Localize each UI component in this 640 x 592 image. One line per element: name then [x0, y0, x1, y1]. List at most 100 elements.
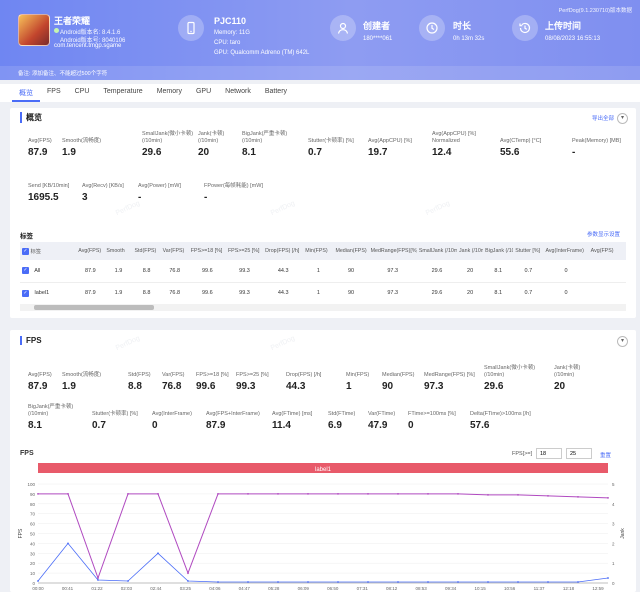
- tab-fps[interactable]: FPS: [47, 88, 61, 95]
- metric-block: Avg(FPS+InterFrame) 87.9: [206, 411, 260, 431]
- table-header[interactable]: Avg(FPS): [76, 242, 105, 260]
- tab-network[interactable]: Network: [225, 88, 251, 95]
- metric-block: Std(FTime) 6.9: [328, 411, 355, 431]
- x-tick-label: 07:31: [357, 586, 369, 591]
- tab-memory[interactable]: Memory: [156, 88, 182, 95]
- metric-label: Drop(FPS) [/h]: [286, 372, 322, 378]
- series-point: [367, 581, 369, 583]
- metric-block: Delta(FTime)>100ms [/h] 57.6: [470, 411, 531, 431]
- tab-bar: 概览 FPS CPU Temperature Memory GPU Networ…: [0, 84, 640, 102]
- fps-collapse-icon[interactable]: ▾: [617, 336, 628, 347]
- fps-chart: label1 0 10 20 30 40 50 60 70 80 90 100 0 1 2 3 4 5 FPS Jan…: [18, 463, 626, 591]
- tab-cpu[interactable]: CPU: [74, 88, 90, 95]
- metric-value: 87.9: [28, 381, 48, 392]
- table-header[interactable]: Avg(InterFrame): [543, 242, 589, 260]
- metric-label: SmallJank(微小卡顿) (/10min): [484, 365, 536, 378]
- table-header[interactable]: Smooth: [104, 242, 133, 260]
- series-point: [397, 581, 399, 583]
- reset-link[interactable]: 重置: [600, 453, 612, 459]
- series-point: [127, 493, 129, 495]
- table-header[interactable]: SmallJank (/10min): [416, 242, 458, 260]
- metric-label: Smooth(流畅度): [62, 372, 102, 378]
- row-checkbox[interactable]: ✓: [22, 267, 29, 275]
- series-point: [67, 493, 69, 495]
- table-cell: 0.7: [513, 282, 544, 305]
- series-point: [607, 577, 609, 579]
- y2-tick-label: 0: [612, 581, 615, 586]
- series-point: [217, 493, 219, 495]
- table-header[interactable]: Stutter [%]: [513, 242, 544, 260]
- series-point: [307, 493, 309, 495]
- metric-value: 29.6: [142, 147, 162, 158]
- series-line: [38, 493, 609, 580]
- metric-block: Avg(AppCPU) [%] 19.7: [368, 138, 412, 158]
- table-row[interactable]: ✓ All 87.9 1.9 8.8 76.8 99.6 99.3 44.3 1 90 97.3 29…: [20, 260, 626, 283]
- app-name: 王者荣耀: [54, 16, 91, 26]
- export-all-link[interactable]: 导出全部: [591, 116, 614, 122]
- table-header[interactable]: Var(FPS): [160, 242, 189, 260]
- scrollbar-thumb[interactable]: [34, 305, 154, 310]
- table-header[interactable]: FPS>=25 [%]: [225, 242, 264, 260]
- series-point: [487, 581, 489, 583]
- table-header[interactable]: Drop(FPS) [/h]: [263, 242, 304, 260]
- x-tick-label: 06:50: [327, 586, 339, 591]
- metric-value: 1.9: [62, 381, 76, 392]
- x-tick-label: 12:18: [563, 586, 575, 591]
- param-settings-link[interactable]: 参数显示设置: [586, 232, 620, 238]
- select-all-checkbox[interactable]: ✓: [22, 248, 29, 256]
- threshold-label: FPS[>=]: [512, 451, 533, 457]
- table-header[interactable]: Avg(FPS): [588, 242, 626, 260]
- y-tick-label: 30: [30, 551, 36, 556]
- metric-label: Std(FTime): [328, 411, 356, 417]
- table-cell: 97.3: [368, 260, 417, 283]
- metric-block: Std(FPS) 8.8: [128, 372, 151, 392]
- table-header[interactable]: Median(FPS): [333, 242, 369, 260]
- android-version: Android版本名: 8.4.1.6: [60, 30, 121, 36]
- row-checkbox[interactable]: ✓: [22, 289, 29, 297]
- tab-temperature[interactable]: Temperature: [103, 88, 143, 95]
- table-header[interactable]: BigJank (/10min): [483, 242, 514, 260]
- series-point: [37, 493, 39, 495]
- metric-block: Send [KB/10min] 1695.5: [28, 183, 69, 203]
- table-header[interactable]: ✓ 标签: [20, 242, 77, 260]
- metric-block: Avg(Recv) [KB/s] 3: [82, 183, 124, 203]
- metric-label: BigJank(严重卡顿) (/10min): [242, 131, 288, 144]
- table-cell: 8.1: [483, 282, 514, 305]
- table-header[interactable]: FPS>=18 [%]: [188, 242, 226, 260]
- table-header[interactable]: MedRange(FPS)[%]: [368, 242, 417, 260]
- device-memory: Memory: 11G: [214, 30, 250, 36]
- table-header[interactable]: Jank (/10min): [457, 242, 484, 260]
- table-cell: 44.3: [263, 260, 304, 283]
- package-name: com.tencent.tmgp.sgame: [54, 43, 122, 49]
- metric-block: Avg(Power) [mW] -: [138, 183, 181, 203]
- tag-name: All: [33, 268, 41, 275]
- tab-gpu[interactable]: GPU: [195, 88, 212, 95]
- table-header[interactable]: Std(FPS): [132, 242, 161, 260]
- x-tick-label: 08:12: [386, 586, 398, 591]
- y-tick-label: 60: [30, 522, 36, 527]
- metric-value: 99.3: [236, 381, 256, 392]
- metric-value: 6.9: [328, 420, 342, 431]
- table-scrollbar[interactable]: [20, 304, 626, 311]
- metric-value: 44.3: [286, 381, 306, 392]
- collapse-icon[interactable]: ▾: [617, 113, 628, 124]
- table-cell: 1.9: [104, 260, 133, 283]
- metric-value: 1: [346, 381, 352, 392]
- series-point: [487, 493, 489, 496]
- table-cell: 1: [303, 260, 334, 283]
- tab-overview[interactable]: 概览: [12, 84, 40, 102]
- threshold-input-a[interactable]: [536, 448, 562, 459]
- tab-battery[interactable]: Battery: [264, 88, 288, 95]
- version-note: PerfDog(9.1.230710)版本数据: [558, 8, 632, 14]
- metric-value: 29.6: [484, 381, 504, 392]
- series-point: [157, 493, 159, 495]
- report-header: 王者荣耀 Android版本名: 8.4.1.6 Android版本号: 804…: [0, 0, 640, 80]
- metric-label: Peak(Memory) [MB]: [572, 138, 621, 144]
- y2-tick-label: 2: [612, 541, 615, 546]
- table-row[interactable]: ✓ label1 87.9 1.9 8.8 76.8 99.6 99.3 44.3 1 90 97.…: [20, 282, 626, 305]
- remark-field[interactable]: 备注: 添加备注、不能超过500个字符: [0, 66, 640, 80]
- metric-block: FPS>=25 [%] 99.3: [236, 372, 269, 392]
- table-header[interactable]: Min(FPS): [303, 242, 334, 260]
- threshold-input-b[interactable]: [566, 448, 592, 459]
- table-cell: 8.8: [132, 282, 161, 305]
